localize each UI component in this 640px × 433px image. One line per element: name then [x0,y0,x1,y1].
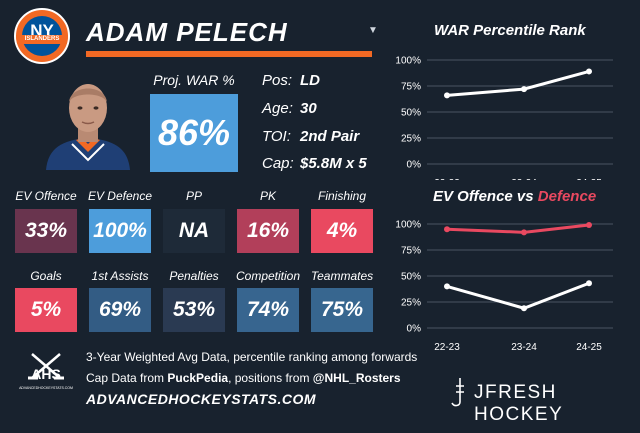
x-tick-label: 24-25 [576,342,602,353]
info-label-cap: Cap: [262,155,294,172]
series-line [446,281,590,310]
stat-label-ev-defence: EV Defence [87,189,153,203]
footer-sources-mid: , positions from [228,371,313,385]
stat-box-1st-assists: 69% [89,288,151,332]
info-label-pos: Pos: [262,72,293,89]
info-value-age: 30 [300,100,317,117]
info-label-age: Age: [262,100,293,117]
stat-box-goals: 5% [15,288,77,332]
player-photo [36,78,140,170]
chart-title-defence: Defence [537,188,597,205]
ev-offence-defence-chart: 0% 25% 50% 75% 100% 22-23 23-24 24-25 [395,220,613,353]
stat-box-competition: 74% [237,288,299,332]
stat-value-teammates: 75% [320,298,364,321]
info-value-pos: LD [300,72,320,89]
footer-sources: Cap Data from PuckPedia, positions from … [86,371,401,385]
chart-title-offence: EV Offence [433,188,513,205]
team-logo: NY ISLANDERS [14,8,70,64]
stat-value-1st-assists: 69% [98,298,142,321]
y-tick-label: 100% [395,56,421,67]
stat-box-ev-defence: 100% [89,209,151,253]
stat-value-ev-defence: 100% [93,219,147,242]
stat-label-pk: PK [259,189,276,203]
x-tick-label: 23-24 [511,178,537,180]
stat-label-goals: Goals [30,269,62,283]
series-line [446,69,590,97]
stat-value-competition: 74% [246,298,290,321]
data-point [521,229,527,236]
stat-label-pp: PP [185,189,202,203]
stat-value-penalties: 53% [172,298,216,321]
stat-box-ev-offence: 33% [15,209,77,253]
stat-label-penalties: Penalties [169,269,219,283]
data-point [586,222,592,229]
info-value-toi: 2nd Pair [300,128,360,145]
y-tick-label: 50% [401,272,421,283]
stat-label-teammates: Teammates [310,269,374,283]
y-tick-label: 0% [407,160,422,171]
stat-value-pk: 16% [246,219,290,242]
x-tick-label: 22-23 [434,342,460,353]
data-point [586,68,592,75]
y-tick-label: 50% [401,108,421,119]
stat-value-goals: 5% [30,298,62,321]
footer-url[interactable]: ADVANCEDHOCKEYSTATS.COM [86,391,317,407]
stat-label-finishing: Finishing [317,189,367,203]
stat-value-pp: NA [178,219,210,242]
stat-value-finishing: 4% [326,219,358,242]
stat-box-pk: 16% [237,209,299,253]
chart-title-war: WAR Percentile Rank [434,22,586,39]
proj-war-label: Proj. WAR % [153,72,235,88]
data-point [444,92,450,99]
jfresh-brand: JFRESH HOCKEY [474,382,564,425]
team-logo-band: ISLANDERS [16,35,68,44]
y-tick-label: 25% [401,134,421,145]
stat-box-finishing: 4% [311,209,373,253]
y-tick-label: 75% [401,82,421,93]
nhl-rosters-link[interactable]: @NHL_Rosters [312,371,401,385]
data-point [586,280,592,287]
puckpedia-link[interactable]: PuckPedia [167,371,229,385]
info-value-cap: $5.8M x 5 [300,155,367,172]
y-tick-label: 75% [401,246,421,257]
x-tick-label: 23-24 [511,342,537,353]
stat-box-teammates: 75% [311,288,373,332]
stat-label-ev-offence: EV Offence [15,189,77,203]
jfresh-logo-icon [448,376,468,413]
ahs-logo: AHS ADVANCEDHOCKEYSTATS.COM [18,352,74,404]
stat-label-competition: Competition [235,269,301,283]
war-percentile-chart: 0% 25% 50% 75% 100% 22-23 23-24 24-25 [395,56,613,180]
x-tick-label: 24-25 [576,178,602,180]
title-underline [86,51,372,57]
proj-war-box: 86% [150,94,238,172]
caret-down-icon[interactable]: ▼ [368,25,378,36]
data-point [521,86,527,93]
chart-title-ev: EV Offence vs Defence [433,188,596,205]
y-tick-label: 25% [401,298,421,309]
footer-data-note: 3-Year Weighted Avg Data, percentile ran… [86,350,418,364]
stat-box-penalties: 53% [163,288,225,332]
stat-box-pp: NA [163,209,225,253]
stat-label-1st-assists: 1st Assists [91,269,149,283]
series-line [446,223,590,234]
proj-war-value: 86% [157,112,231,153]
ahs-logo-text: AHS [31,366,61,382]
footer-sources-pre: Cap Data from [86,371,168,385]
stat-value-ev-offence: 33% [24,219,68,242]
info-label-toi: TOI: [262,128,291,145]
data-point [521,305,527,312]
y-tick-label: 100% [395,220,421,231]
chart-title-vs: vs [512,188,538,205]
y-tick-label: 0% [407,324,422,335]
ahs-logo-sub: ADVANCEDHOCKEYSTATS.COM [19,386,73,390]
data-point [444,283,450,290]
x-tick-label: 22-23 [434,178,460,180]
player-name: ADAM PELECH [86,17,288,47]
data-point [444,226,450,233]
